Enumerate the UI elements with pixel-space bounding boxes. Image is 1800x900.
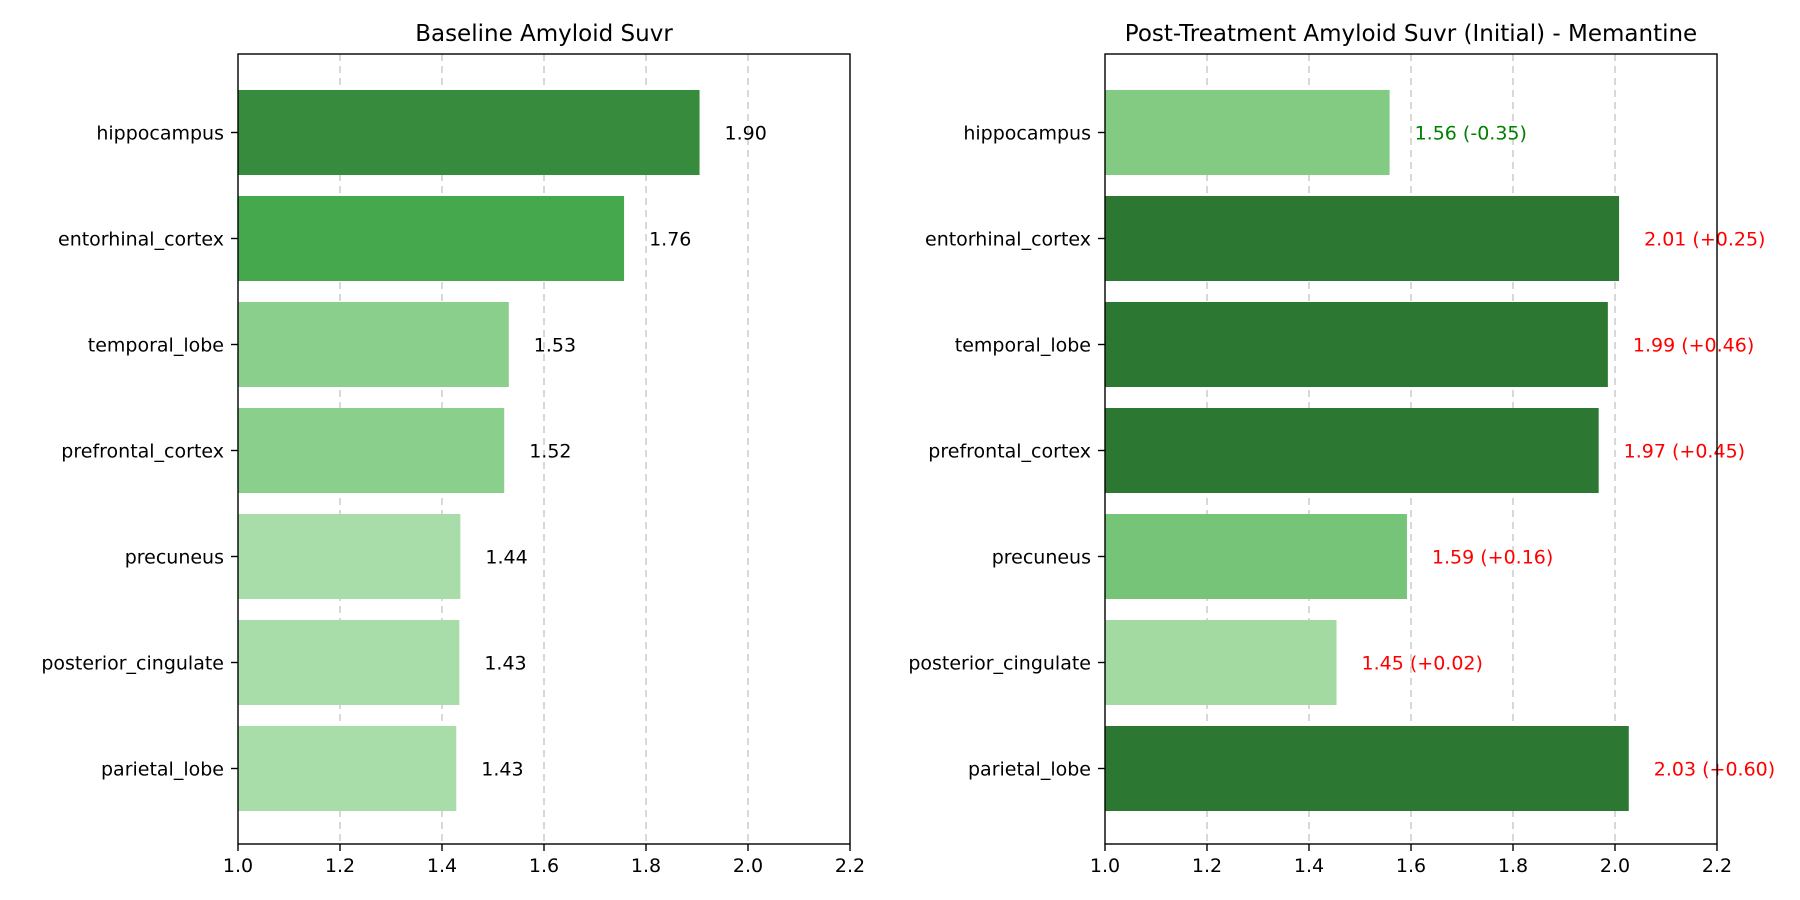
x-tick-label: 2.2 bbox=[835, 855, 865, 877]
category-label-entorhinal_cortex: entorhinal_cortex bbox=[58, 229, 224, 251]
bar-prefrontal_cortex bbox=[1105, 408, 1599, 493]
x-tick-label: 1.8 bbox=[631, 855, 661, 877]
value-label-temporal_lobe: 1.99 (+0.46) bbox=[1633, 335, 1754, 357]
x-tick-label: 2.0 bbox=[1600, 855, 1630, 877]
category-label-posterior_cingulate: posterior_cingulate bbox=[41, 653, 224, 675]
bar-entorhinal_cortex bbox=[238, 196, 625, 281]
baseline-chart-panel: hippocampus 1.90 entorhinal_cortex 1.76 temp… bbox=[41, 21, 865, 877]
category-label-hippocampus: hippocampus bbox=[963, 123, 1091, 145]
value-label-hippocampus: 1.90 bbox=[725, 123, 767, 145]
chart-title: Post-Treatment Amyloid Suvr (Initial) - … bbox=[1125, 21, 1697, 47]
value-label-posterior_cingulate: 1.43 bbox=[484, 653, 526, 675]
value-label-prefrontal_cortex: 1.97 (+0.45) bbox=[1624, 441, 1745, 463]
x-tick-label: 2.0 bbox=[733, 855, 763, 877]
x-tick-label: 1.4 bbox=[427, 855, 457, 877]
x-tick-label: 1.4 bbox=[1294, 855, 1324, 877]
x-tick-label: 1.2 bbox=[1192, 855, 1222, 877]
category-label-prefrontal_cortex: prefrontal_cortex bbox=[61, 441, 224, 463]
value-label-precuneus: 1.59 (+0.16) bbox=[1432, 547, 1553, 569]
value-label-prefrontal_cortex: 1.52 bbox=[529, 441, 571, 463]
category-label-precuneus: precuneus bbox=[125, 547, 224, 569]
category-label-parietal_lobe: parietal_lobe bbox=[968, 759, 1091, 781]
bar-precuneus bbox=[238, 514, 461, 599]
category-label-temporal_lobe: temporal_lobe bbox=[88, 335, 224, 357]
value-label-posterior_cingulate: 1.45 (+0.02) bbox=[1362, 653, 1483, 675]
x-tick-label: 1.0 bbox=[223, 855, 253, 877]
bar-parietal_lobe bbox=[238, 726, 457, 811]
bar-temporal_lobe bbox=[1105, 302, 1608, 387]
bar-entorhinal_cortex bbox=[1105, 196, 1620, 281]
bar-hippocampus bbox=[238, 90, 700, 175]
value-label-hippocampus: 1.56 (-0.35) bbox=[1415, 123, 1527, 145]
bar-posterior_cingulate bbox=[238, 620, 460, 705]
bar-precuneus bbox=[1105, 514, 1407, 599]
x-tick-label: 1.6 bbox=[1396, 855, 1426, 877]
chart-title: Baseline Amyloid Suvr bbox=[415, 21, 673, 47]
x-tick-label: 1.0 bbox=[1090, 855, 1120, 877]
category-label-posterior_cingulate: posterior_cingulate bbox=[908, 653, 1091, 675]
category-label-precuneus: precuneus bbox=[992, 547, 1091, 569]
value-label-temporal_lobe: 1.53 bbox=[534, 335, 576, 357]
category-label-hippocampus: hippocampus bbox=[96, 123, 224, 145]
bar-prefrontal_cortex bbox=[238, 408, 505, 493]
post-treatment-chart-panel: hippocampus 1.56 (-0.35) entorhinal_cortex… bbox=[908, 21, 1775, 877]
bar-posterior_cingulate bbox=[1105, 620, 1337, 705]
x-tick-label: 1.6 bbox=[529, 855, 559, 877]
x-tick-label: 1.8 bbox=[1498, 855, 1528, 877]
bar-temporal_lobe bbox=[238, 302, 509, 387]
bar-parietal_lobe bbox=[1105, 726, 1629, 811]
category-label-entorhinal_cortex: entorhinal_cortex bbox=[925, 229, 1091, 251]
value-label-parietal_lobe: 2.03 (+0.60) bbox=[1654, 759, 1775, 781]
bar-hippocampus bbox=[1105, 90, 1390, 175]
value-label-parietal_lobe: 1.43 bbox=[481, 759, 523, 781]
x-tick-label: 1.2 bbox=[325, 855, 355, 877]
value-label-entorhinal_cortex: 2.01 (+0.25) bbox=[1644, 229, 1765, 251]
category-label-temporal_lobe: temporal_lobe bbox=[955, 335, 1091, 357]
category-label-parietal_lobe: parietal_lobe bbox=[101, 759, 224, 781]
category-label-prefrontal_cortex: prefrontal_cortex bbox=[928, 441, 1091, 463]
x-tick-label: 2.2 bbox=[1702, 855, 1732, 877]
value-label-entorhinal_cortex: 1.76 bbox=[649, 229, 691, 251]
value-label-precuneus: 1.44 bbox=[485, 547, 527, 569]
